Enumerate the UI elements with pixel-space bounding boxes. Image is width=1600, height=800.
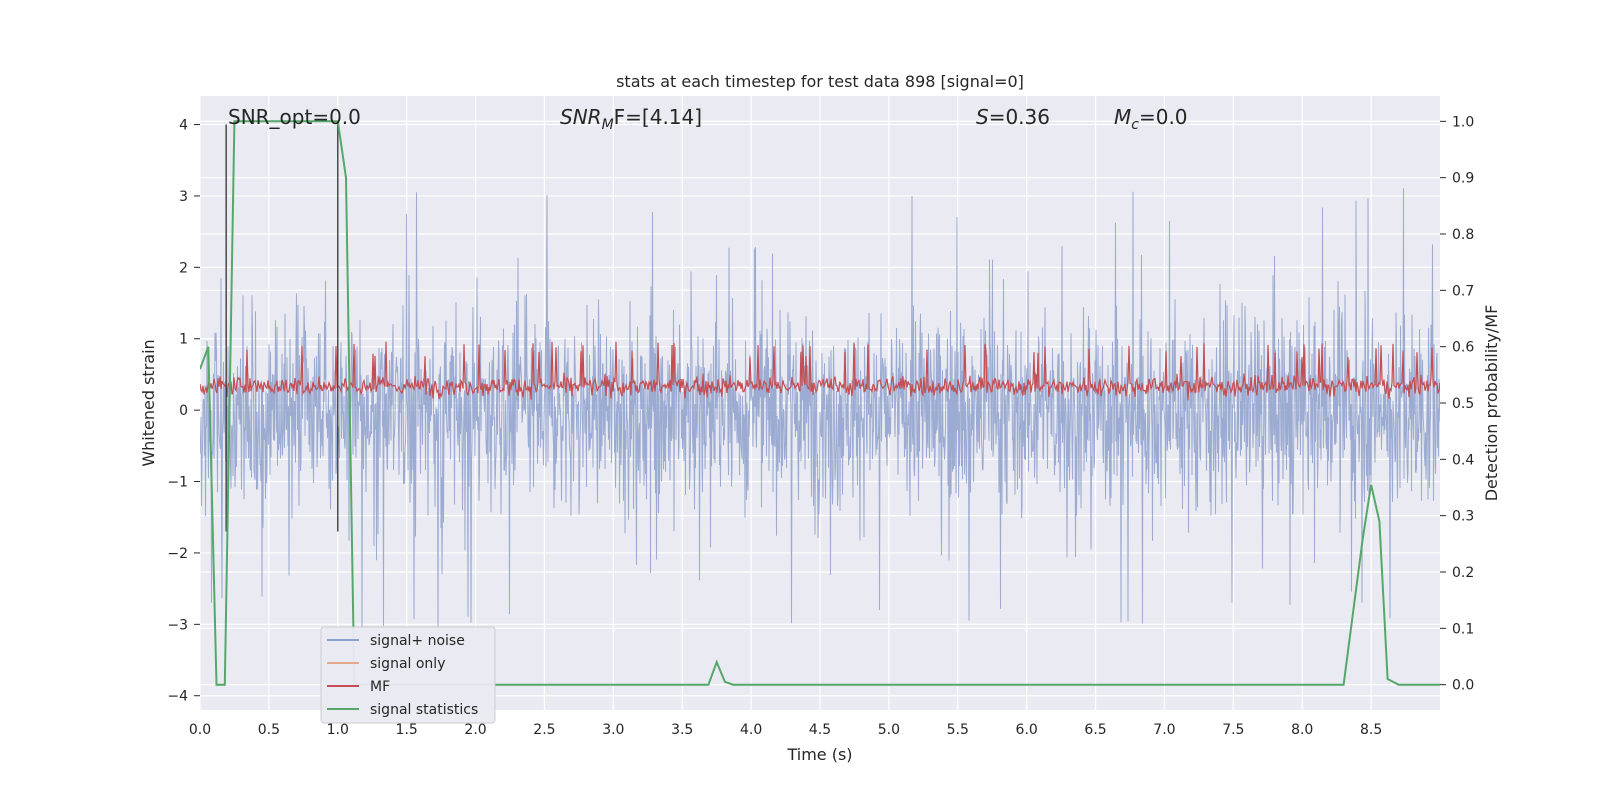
annotation-snr-opt: SNR_opt=0.0 bbox=[228, 105, 361, 129]
signal-noise-line bbox=[200, 188, 1440, 636]
y-tick-label: 2 bbox=[179, 260, 188, 276]
annotation-snr-mf: SNRMF=[4.14] bbox=[560, 105, 702, 133]
annotation-mc: Mc=0.0 bbox=[1114, 105, 1188, 133]
x-tick-label: 6.0 bbox=[1016, 722, 1038, 738]
annotation-snr-mf-symbol: SNR bbox=[560, 105, 602, 129]
mf-series bbox=[200, 341, 1440, 401]
y2-tick-label: 0.1 bbox=[1452, 621, 1474, 637]
y2-tick-label: 0.3 bbox=[1452, 509, 1474, 525]
annotation-snr-mf-subscript: M bbox=[602, 117, 614, 133]
y-ticks: 4 3 2 1 0 −1 −2 −3 −4 bbox=[167, 118, 200, 705]
y-tick-label: −4 bbox=[167, 689, 188, 705]
annotation-mc-symbol: M bbox=[1114, 105, 1131, 129]
x-tick-label: 8.5 bbox=[1360, 722, 1382, 738]
x-tick-label: 2.0 bbox=[464, 722, 486, 738]
y2-tick-label: 0.2 bbox=[1452, 565, 1474, 581]
legend: signal+ noise signal only MF signal stat… bbox=[320, 626, 496, 724]
legend-label-mf: MF bbox=[370, 679, 390, 695]
x-tick-label: 4.0 bbox=[740, 722, 762, 738]
legend-box bbox=[320, 626, 496, 724]
mf-line bbox=[200, 341, 1440, 401]
x-tick-label: 4.5 bbox=[809, 722, 831, 738]
x-tick-label: 3.5 bbox=[671, 722, 693, 738]
signal-statistics-series bbox=[200, 120, 1440, 686]
x-tick-label: 7.5 bbox=[1222, 722, 1244, 738]
vertical-markers bbox=[225, 124, 339, 532]
chart-title: stats at each timestep for test data 898… bbox=[616, 72, 1024, 91]
y2-tick-label: 0.4 bbox=[1452, 452, 1474, 468]
y-tick-label: −2 bbox=[167, 546, 188, 562]
y-tick-label: 0 bbox=[179, 403, 188, 419]
y2-tick-label: 1.0 bbox=[1452, 114, 1474, 130]
y2-axis-label: Detection probability/MF bbox=[1482, 305, 1501, 502]
annotation-s: S=0.36 bbox=[976, 105, 1050, 129]
y-tick-label: 4 bbox=[179, 118, 188, 134]
y-tick-label: −1 bbox=[167, 475, 188, 491]
legend-label-signal-noise: signal+ noise bbox=[370, 633, 465, 649]
y-tick-label: −3 bbox=[167, 617, 188, 633]
y2-tick-label: 0.9 bbox=[1452, 171, 1474, 187]
annotation-mc-subscript: c bbox=[1131, 117, 1139, 133]
x-tick-label: 1.5 bbox=[396, 722, 418, 738]
y-tick-label: 1 bbox=[179, 332, 188, 348]
x-tick-label: 5.0 bbox=[878, 722, 900, 738]
x-tick-label: 8.0 bbox=[1291, 722, 1313, 738]
x-tick-label: 7.0 bbox=[1153, 722, 1175, 738]
x-axis-label: Time (s) bbox=[786, 745, 852, 764]
x-tick-label: 0.0 bbox=[189, 722, 211, 738]
x-tick-label: 6.5 bbox=[1084, 722, 1106, 738]
legend-label-signal-only: signal only bbox=[370, 656, 445, 672]
legend-label-signal-statistics: signal statistics bbox=[370, 702, 478, 718]
y2-tick-label: 0.7 bbox=[1452, 283, 1474, 299]
y2-tick-label: 0.8 bbox=[1452, 227, 1474, 243]
x-tick-label: 1.0 bbox=[327, 722, 349, 738]
annotation-s-value: =0.36 bbox=[989, 105, 1050, 129]
annotation-s-symbol: S bbox=[976, 105, 989, 129]
signal-noise-series bbox=[200, 188, 1440, 636]
y2-ticks: 1.0 0.9 0.8 0.7 0.6 0.5 0.4 0.3 0.2 0.1 0.0 bbox=[1440, 114, 1474, 694]
signal-statistics-line bbox=[200, 120, 1440, 686]
y2-tick-label: 0.5 bbox=[1452, 396, 1474, 412]
annotation-mc-value: =0.0 bbox=[1139, 105, 1188, 129]
y-tick-label: 3 bbox=[179, 189, 188, 205]
y2-tick-label: 0.0 bbox=[1452, 678, 1474, 694]
x-ticks: 0.0 0.5 1.0 1.5 2.0 2.5 3.0 3.5 4.0 4.5 5.0 5.5 6.0 6… bbox=[189, 722, 1382, 738]
y2-tick-label: 0.6 bbox=[1452, 340, 1474, 356]
x-tick-label: 2.5 bbox=[533, 722, 555, 738]
annotation-snr-mf-value: F=[4.14] bbox=[614, 105, 702, 129]
x-tick-label: 0.5 bbox=[258, 722, 280, 738]
x-tick-label: 3.0 bbox=[602, 722, 624, 738]
y-axis-label: Whitened strain bbox=[139, 339, 158, 466]
x-tick-label: 5.5 bbox=[947, 722, 969, 738]
